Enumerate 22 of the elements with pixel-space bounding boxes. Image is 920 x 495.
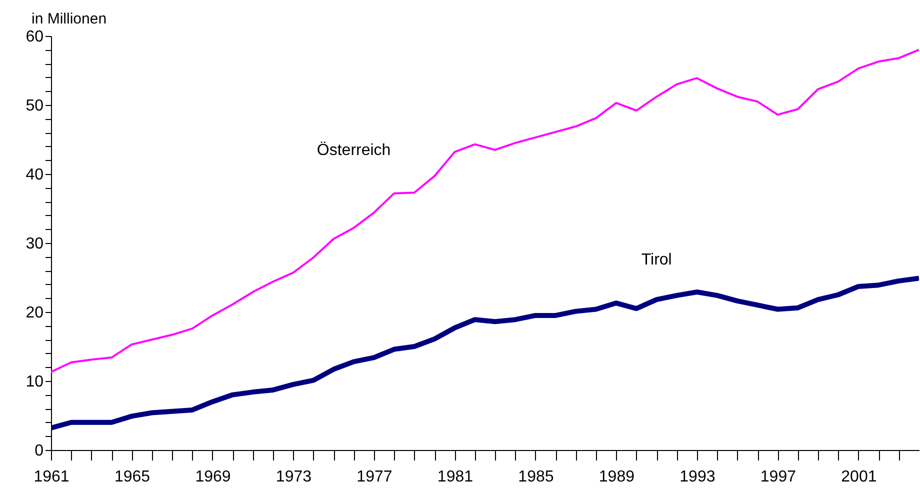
series-label: Tirol: [641, 252, 672, 269]
text: Österreich: [316, 140, 391, 159]
x-tick-label: 1981: [437, 468, 474, 486]
x-tick-label: 1993: [680, 468, 716, 486]
line-series: [51, 48, 919, 374]
y-tick-label: 50: [26, 98, 44, 114]
x-tick-label: 1965: [114, 468, 150, 486]
x-tick-label: 1977: [356, 468, 392, 486]
y-tick-label: 0: [34, 442, 44, 460]
y-axis-title: in Millionen: [32, 10, 107, 28]
y-tick-label: 30: [26, 236, 44, 252]
x-tick-label: 2001: [841, 468, 877, 486]
y-tick-label: 40: [26, 166, 44, 184]
x-tick-label: 1973: [276, 468, 312, 486]
y-tick-label: 20: [26, 304, 44, 322]
y-tick-label: 60: [26, 28, 44, 46]
y-tick-label: 10: [26, 374, 44, 390]
x-tick-label: 1969: [195, 468, 231, 486]
x-tick-label: 1985: [518, 468, 554, 486]
x-tick-label: 1961: [34, 468, 70, 486]
x-tick-label: 1997: [760, 468, 796, 486]
x-tick-label: 1989: [598, 468, 635, 486]
